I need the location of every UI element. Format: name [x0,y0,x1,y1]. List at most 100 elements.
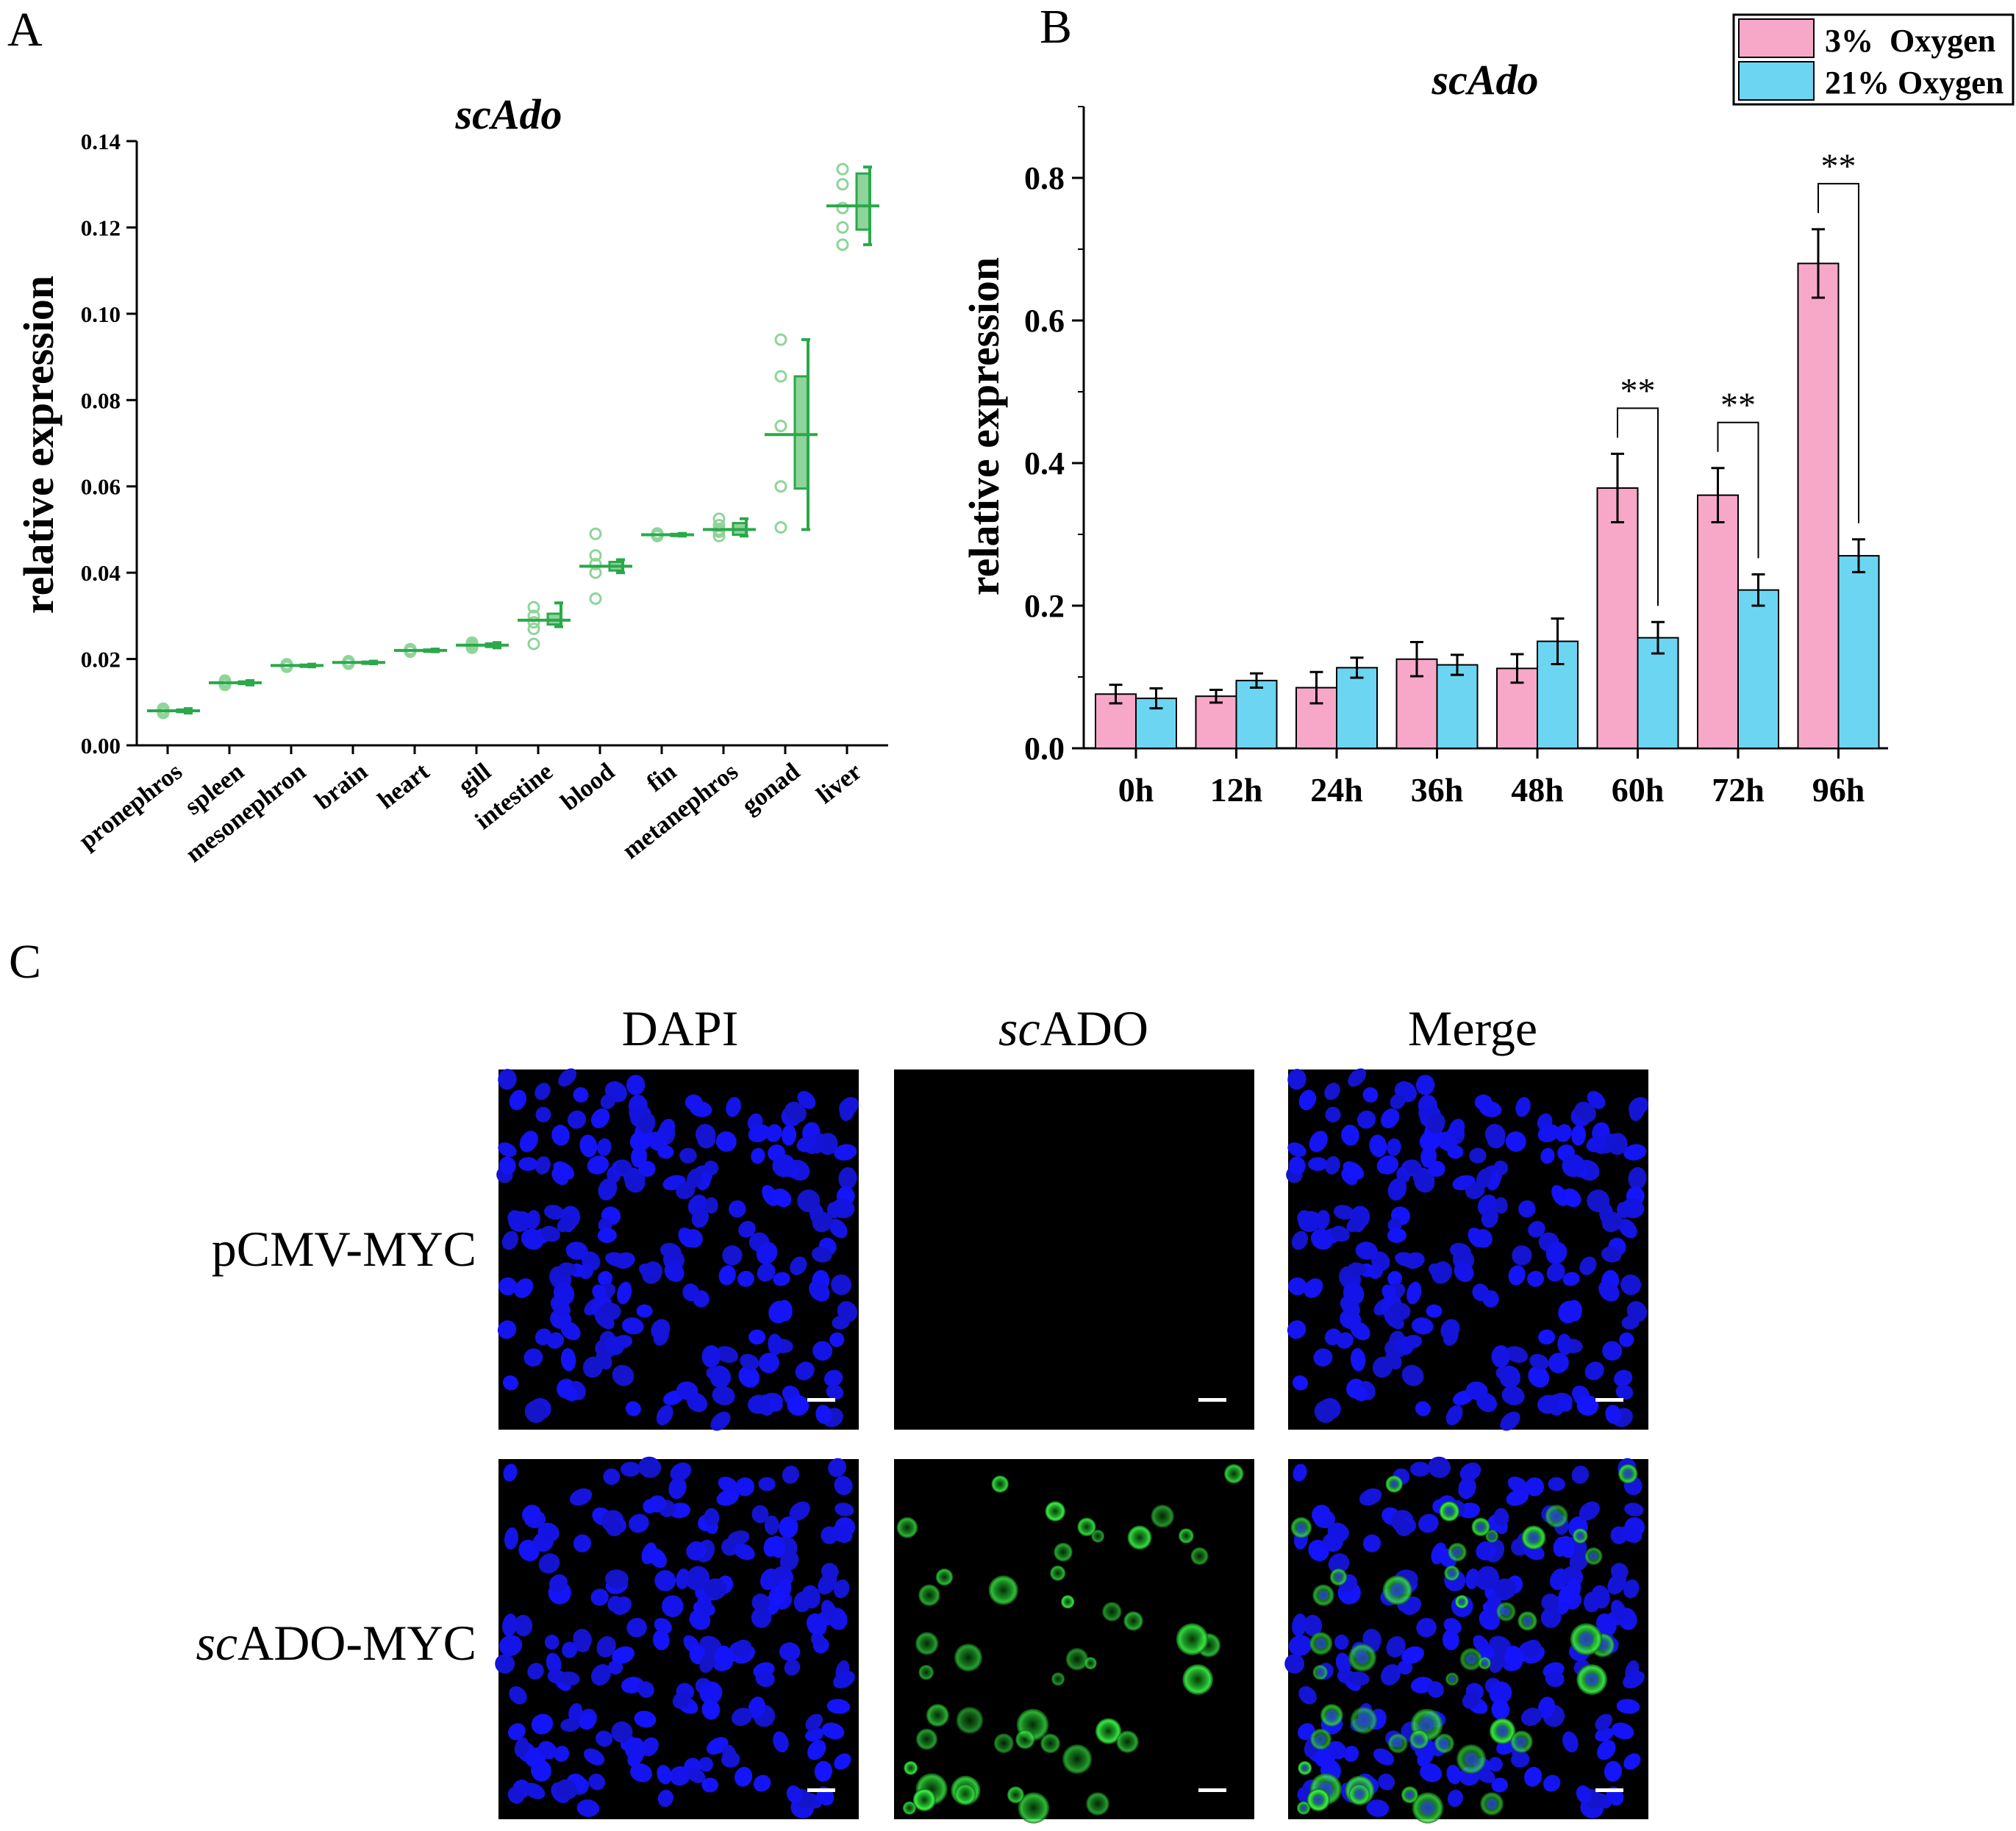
nucleus [611,1721,633,1743]
scado-cell [1095,1718,1122,1744]
nucleus [495,1654,515,1674]
nucleus [537,1522,560,1542]
scado-cell [904,1760,918,1775]
nucleus [1348,1671,1370,1686]
nucleus [514,1614,533,1637]
nucleus [1387,1178,1407,1201]
nucleus [1595,1727,1614,1742]
nucleus [821,1563,839,1581]
nucleus [1558,1300,1579,1324]
nucleus [731,1708,753,1727]
scado-cell [1176,1623,1209,1655]
nucleus [784,1101,807,1122]
nucleus [1380,1664,1401,1685]
nucleus [1373,1748,1395,1766]
scado-cell [1054,1542,1073,1562]
nucleus [718,1265,736,1286]
scado-cell [1190,1547,1209,1565]
nucleus [758,1477,776,1491]
nucleus [664,1261,684,1283]
nucleus [1528,1366,1550,1388]
nucleus [1613,1369,1633,1387]
nucleus [764,1515,779,1536]
nucleus [1446,1765,1462,1785]
nucleus [508,1723,526,1741]
b-xtick-label: 96h [1812,771,1865,809]
nucleus [546,1652,562,1674]
b-ytick-label: 0.0 [1024,731,1065,767]
scado-cell [1040,1733,1060,1754]
nucleus [614,1252,635,1269]
a-data-point [774,520,787,534]
scado-cell-nucleus [1390,1583,1404,1597]
nucleus [829,1332,845,1347]
scado-cell [1182,1664,1213,1695]
scado-cell [1007,1786,1024,1804]
nucleus [1476,1768,1495,1783]
nucleus [558,1262,577,1276]
a-data-point [589,592,602,605]
nucleus [523,1348,543,1367]
b-bar [1797,262,1840,749]
nucleus [814,1760,832,1782]
row-label-scado-myc: scADO-MYC [196,1615,476,1671]
nucleus [805,1727,824,1742]
nucleus [1378,1773,1395,1791]
nucleus [697,1594,713,1617]
nucleus [553,1282,575,1305]
nucleus [1447,1789,1463,1807]
nucleus [1579,1501,1600,1521]
b-sig-bracket [1617,407,1659,606]
nucleus [795,1361,815,1380]
scado-cell-nucleus [1415,1735,1424,1744]
nucleus [1507,1476,1528,1493]
nucleus [514,1278,534,1298]
nucleus [1540,1147,1555,1164]
nucleus [1415,1401,1431,1416]
nucleus [691,1208,709,1228]
nucleus [1376,1155,1399,1175]
scado-cell [1051,1672,1065,1686]
nucleus [738,1366,760,1388]
nucleus [523,1782,546,1799]
nucleus [1476,1541,1491,1558]
a-ytick-label: 0.12 [81,215,121,240]
nucleus [1429,1263,1446,1278]
chart-b-ylabel: relative expression [960,257,1008,595]
nucleus [514,1737,529,1757]
nucleus [735,1477,755,1497]
nucleus [590,1588,609,1606]
nucleus [1548,1477,1565,1491]
nucleus [838,1167,857,1190]
nucleus [1341,1125,1359,1146]
nucleus [1610,1599,1627,1622]
nucleus [596,1730,613,1747]
nucleus [733,1639,752,1658]
nucleus [773,1272,790,1286]
scale-bar [807,1788,835,1792]
nucleus [701,1345,721,1368]
nucleus [718,1476,738,1493]
nucleus [801,1585,821,1609]
nucleus [625,1401,641,1416]
scado-cell-nucleus [1440,1738,1449,1748]
nucleus [1506,1489,1529,1506]
nucleus [684,1229,703,1248]
nucleus [1401,1646,1424,1664]
scale-bar [807,1398,835,1402]
nucleus [1343,1161,1365,1180]
a-xtick-label: heart [373,758,435,814]
nucleus [1595,1713,1612,1731]
scado-cell [1061,1595,1075,1609]
nucleus [766,1397,783,1412]
nucleus [1442,1629,1459,1651]
nucleus [807,1740,826,1760]
nucleus [524,1400,547,1423]
scado-cell-nucleus [1501,1607,1511,1616]
nucleus [1443,1618,1462,1634]
nucleus [787,1395,809,1416]
nucleus [1541,1593,1559,1612]
nucleus [1473,1229,1493,1248]
scado-cell [918,1584,940,1606]
